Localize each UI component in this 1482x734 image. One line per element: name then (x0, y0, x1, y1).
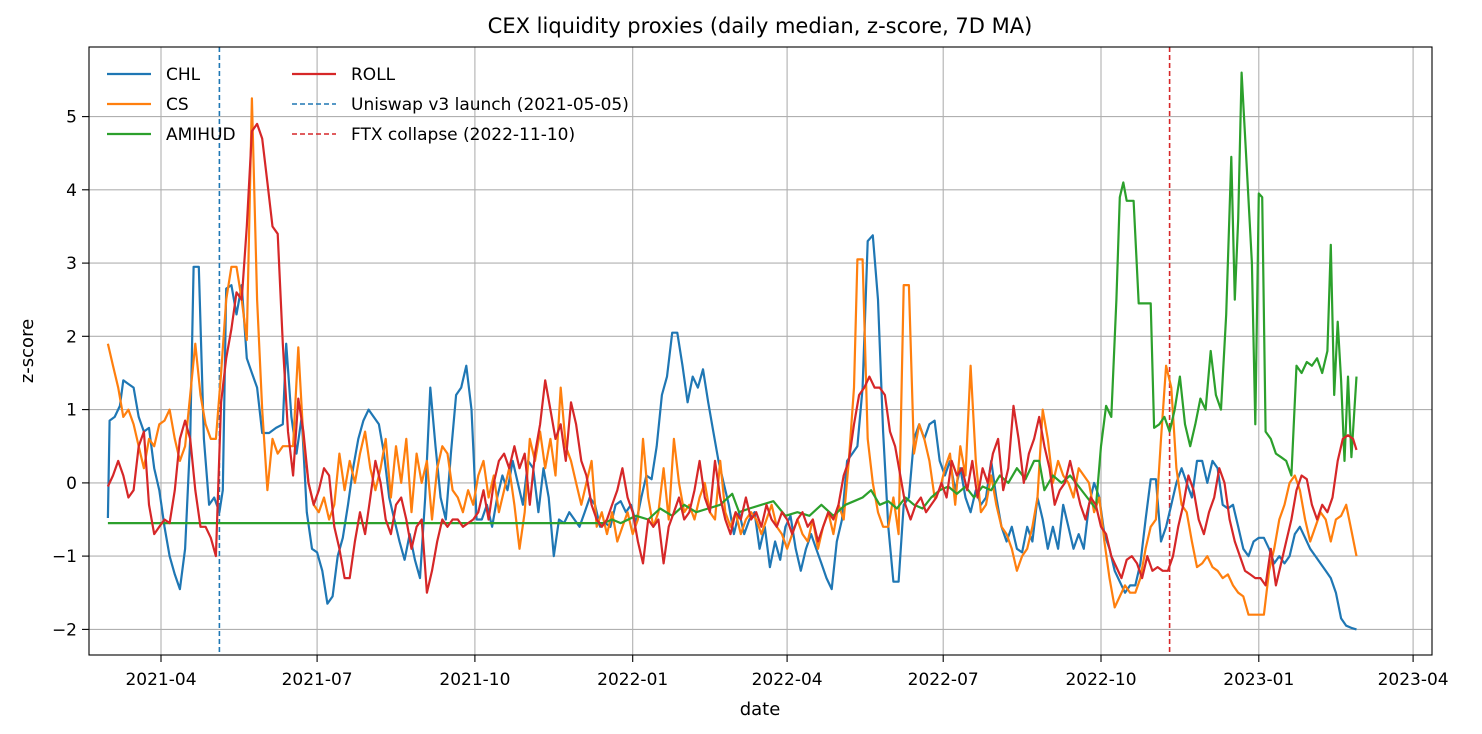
x-tick-label: 2021-10 (439, 670, 510, 690)
legend-label: ROLL (351, 65, 396, 85)
y-tick-label: 2 (66, 327, 77, 347)
plot-frame (88, 46, 1433, 656)
y-tick-label: −2 (52, 620, 77, 640)
legend-label: Uniswap v3 launch (2021-05-05) (351, 95, 629, 115)
x-axis-label: date (740, 699, 781, 720)
chart-title: CEX liquidity proxies (daily median, z-s… (488, 14, 1033, 38)
series-lines (106, 71, 1358, 631)
y-tick-label: 4 (66, 181, 77, 201)
y-axis-ticks: −2 −1 0 1 2 3 4 5 (52, 108, 89, 640)
legend-label: CS (166, 95, 189, 115)
x-tick-label: 2022-04 (752, 670, 823, 690)
y-tick-label: −1 (52, 547, 77, 567)
series-line-chl (106, 234, 1357, 631)
x-axis-ticks: 2021-04 2021-07 2021-10 2022-01 2022-04 2022-… (125, 655, 1449, 690)
y-axis-label: z-score (17, 319, 38, 383)
series-line-amihud (107, 71, 1358, 525)
y-tick-label: 1 (66, 401, 77, 421)
x-tick-label: 2022-01 (597, 670, 668, 690)
x-tick-label: 2023-04 (1378, 670, 1449, 690)
y-tick-label: 3 (66, 254, 77, 274)
x-tick-label: 2022-10 (1065, 670, 1136, 690)
x-tick-label: 2021-04 (125, 670, 196, 690)
series-line-roll (106, 122, 1358, 594)
event-lines (218, 47, 1171, 655)
legend-label: FTX collapse (2022-11-10) (351, 125, 575, 145)
legend-label: CHL (166, 65, 201, 85)
x-tick-label: 2021-07 (282, 670, 353, 690)
legend-label: AMIHUD (166, 125, 236, 145)
legend: CHL CS AMIHUD ROLL Uniswap v3 launch (2021-0… (107, 65, 629, 145)
y-tick-label: 0 (66, 474, 77, 494)
x-tick-label: 2023-01 (1223, 670, 1294, 690)
y-tick-label: 5 (66, 108, 77, 128)
x-tick-label: 2022-07 (908, 670, 979, 690)
